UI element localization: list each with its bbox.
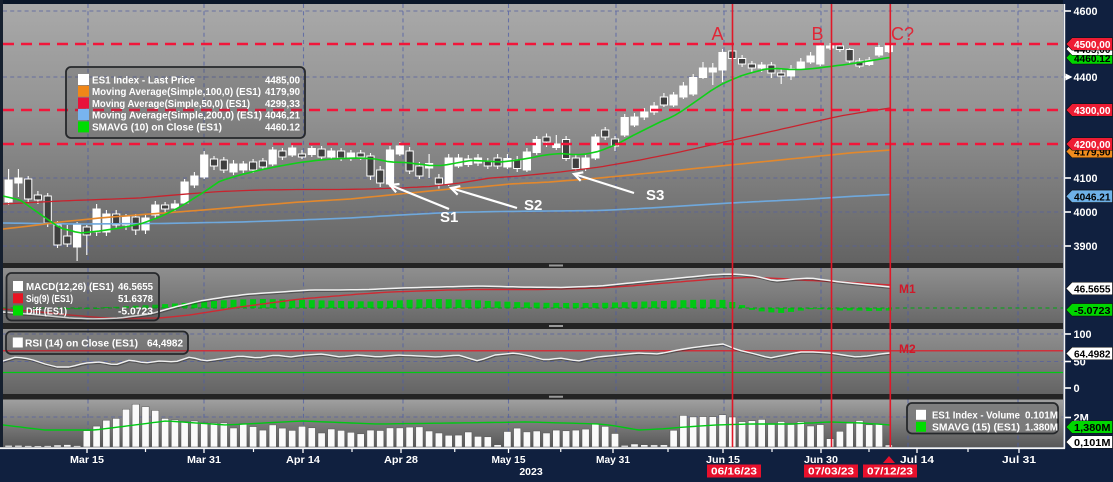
svg-text:A: A bbox=[711, 24, 723, 44]
svg-text:-5.0723: -5.0723 bbox=[1074, 305, 1111, 317]
svg-text:4500,00: 4500,00 bbox=[1074, 39, 1111, 51]
svg-text:MACD(12,26) (ES1): MACD(12,26) (ES1) bbox=[26, 282, 114, 293]
svg-text:4460.12: 4460.12 bbox=[265, 122, 300, 134]
svg-text:0: 0 bbox=[1074, 383, 1080, 395]
svg-text:4046.21: 4046.21 bbox=[1074, 191, 1111, 203]
svg-text:07/12/23: 07/12/23 bbox=[867, 467, 914, 478]
svg-text:Jul 31: Jul 31 bbox=[1002, 454, 1036, 466]
svg-text:Apr 14: Apr 14 bbox=[286, 454, 320, 466]
svg-text:May 15: May 15 bbox=[492, 454, 526, 466]
svg-text:S1: S1 bbox=[440, 209, 458, 226]
svg-text:Mar 31: Mar 31 bbox=[187, 454, 221, 466]
svg-text:B: B bbox=[811, 24, 823, 44]
svg-text:SMAVG (10) on Close (ES1): SMAVG (10) on Close (ES1) bbox=[92, 122, 222, 134]
svg-text:06/16/23: 06/16/23 bbox=[711, 467, 758, 478]
svg-text:Jun 15: Jun 15 bbox=[706, 454, 740, 466]
svg-text:0,101M: 0,101M bbox=[1074, 437, 1111, 449]
svg-text:Jun 30: Jun 30 bbox=[804, 454, 838, 466]
svg-text:Moving Average(Simple,200,0) (: Moving Average(Simple,200,0) (ES1) bbox=[92, 109, 262, 121]
svg-text:07/03/23: 07/03/23 bbox=[808, 467, 855, 478]
svg-text:1,380M: 1,380M bbox=[1074, 422, 1111, 434]
svg-text:-5.0723: -5.0723 bbox=[118, 306, 153, 317]
svg-text:1.380M: 1.380M bbox=[1025, 422, 1058, 433]
svg-text:100: 100 bbox=[1074, 329, 1092, 341]
svg-text:3900: 3900 bbox=[1074, 241, 1098, 253]
svg-text:4000: 4000 bbox=[1074, 207, 1098, 219]
svg-text:0.101M: 0.101M bbox=[1025, 410, 1058, 421]
svg-text:Mar 15: Mar 15 bbox=[70, 454, 104, 466]
svg-text:ES1 Index - Volume: ES1 Index - Volume bbox=[932, 410, 1020, 421]
svg-text:Moving Average(Simple,100,0) (: Moving Average(Simple,100,0) (ES1) bbox=[92, 86, 261, 98]
svg-text:S3: S3 bbox=[646, 187, 664, 204]
svg-text:Diff (ES1): Diff (ES1) bbox=[26, 306, 67, 317]
svg-text:51.6378: 51.6378 bbox=[118, 294, 153, 305]
svg-text:Apr 28: Apr 28 bbox=[384, 454, 418, 466]
svg-text:M2: M2 bbox=[899, 342, 916, 356]
svg-text:4046,21: 4046,21 bbox=[265, 109, 300, 121]
svg-text:May 31: May 31 bbox=[596, 454, 630, 466]
svg-text:4460.12: 4460.12 bbox=[1074, 53, 1111, 65]
svg-text:Sig(9) (ES1): Sig(9) (ES1) bbox=[26, 294, 73, 305]
svg-text:S2: S2 bbox=[524, 197, 542, 214]
svg-text:RSI (14) on Close (ES1): RSI (14) on Close (ES1) bbox=[25, 338, 138, 349]
svg-text:4400: 4400 bbox=[1074, 72, 1098, 84]
svg-text:46.5655: 46.5655 bbox=[118, 282, 153, 293]
svg-text:4100: 4100 bbox=[1074, 173, 1098, 185]
svg-text:64.4982: 64.4982 bbox=[1074, 349, 1111, 361]
svg-text:Jul 14: Jul 14 bbox=[900, 454, 934, 466]
svg-text:4600: 4600 bbox=[1074, 6, 1098, 18]
svg-text:M1: M1 bbox=[899, 282, 916, 296]
svg-text:46.5655: 46.5655 bbox=[1074, 284, 1111, 296]
svg-text:64,4982: 64,4982 bbox=[147, 338, 183, 349]
svg-text:4179,90: 4179,90 bbox=[265, 86, 300, 98]
svg-text:4300,00: 4300,00 bbox=[1074, 105, 1111, 117]
svg-text:C?: C? bbox=[891, 24, 914, 44]
svg-text:Moving Average(Simple,50,0) (E: Moving Average(Simple,50,0) (ES1) bbox=[92, 98, 250, 110]
svg-text:2023: 2023 bbox=[519, 466, 543, 478]
svg-text:ES1 Index - Last Price: ES1 Index - Last Price bbox=[92, 74, 195, 86]
svg-text:SMAVG (15) (ES1): SMAVG (15) (ES1) bbox=[932, 422, 1020, 433]
svg-text:4200,00: 4200,00 bbox=[1074, 139, 1111, 151]
svg-text:4485,00: 4485,00 bbox=[265, 74, 300, 86]
svg-text:4299,33: 4299,33 bbox=[265, 98, 300, 110]
